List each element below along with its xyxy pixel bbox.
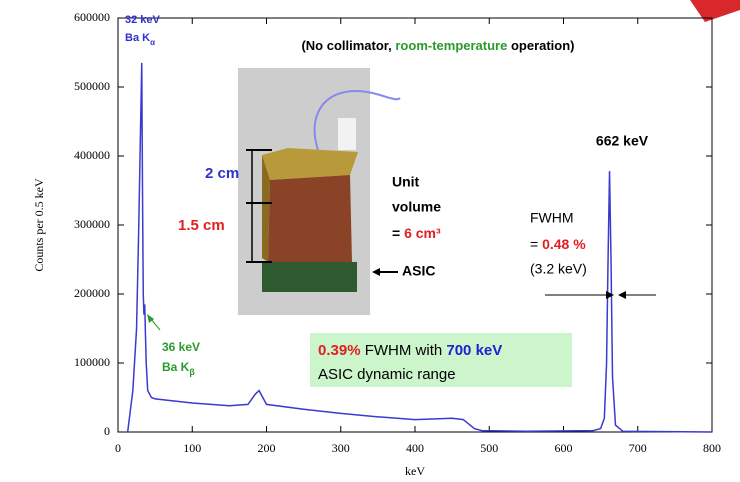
annotation-part: 700 keV xyxy=(446,342,502,359)
annotation-part: α xyxy=(150,38,155,47)
annotation-part: (No collimator, xyxy=(301,38,395,53)
y-tick-label: 500000 xyxy=(74,79,110,93)
annotation: 0.39% FWHM with 700 keV xyxy=(318,342,502,359)
x-tick-label: 400 xyxy=(406,441,424,455)
annotation: Ba Kβ xyxy=(162,360,195,377)
x-tick-label: 800 xyxy=(703,441,721,455)
annotation-part: room-temperature xyxy=(395,38,507,53)
y-tick-label: 0 xyxy=(104,424,110,438)
annotation: 2 cm xyxy=(205,165,239,182)
annotation: 1.5 cm xyxy=(178,217,225,234)
y-axis-label: Counts per 0.5 keV xyxy=(32,178,46,272)
annotation: Unit xyxy=(392,174,420,190)
annotation: FWHM xyxy=(530,210,574,226)
x-tick-label: 200 xyxy=(258,441,276,455)
annotation-part: Ba K xyxy=(125,32,150,44)
note-box xyxy=(310,333,572,387)
annotation: 662 keV xyxy=(596,133,649,149)
annotation: ASIC dynamic range xyxy=(318,366,456,383)
annotation: 32 keV xyxy=(125,14,161,26)
annotation-part: FWHM with xyxy=(361,342,447,359)
fwhm-arrows xyxy=(147,291,656,331)
y-tick-label: 100000 xyxy=(74,355,110,369)
y-tick-label: 400000 xyxy=(74,148,110,162)
annotation: = 0.48 % xyxy=(530,236,586,252)
y-tick-label: 600000 xyxy=(74,10,110,24)
x-tick-label: 500 xyxy=(480,441,498,455)
annotation: (3.2 keV) xyxy=(530,261,587,277)
annotation-title: (No collimator, room-temperature operati… xyxy=(301,38,574,53)
annotation-part: 6 cm³ xyxy=(404,225,441,241)
annotation: volume xyxy=(392,199,441,215)
annotation-part: Ba K xyxy=(162,360,190,374)
annotation: 36 keV xyxy=(162,340,200,354)
x-axis-label: keV xyxy=(405,464,425,478)
photo xyxy=(238,68,401,315)
annotation-part: = xyxy=(530,236,542,252)
x-tick-label: 700 xyxy=(629,441,647,455)
logo-arrow xyxy=(690,0,740,22)
annotation-part: 0.48 % xyxy=(542,236,586,252)
annotation: = 6 cm³ xyxy=(392,225,441,241)
axes: 0 100000 200000 300000 400000 500000 600000 0 10… xyxy=(74,10,721,455)
annotation-part: 0.39% xyxy=(318,342,361,359)
annotation-part: operation) xyxy=(507,38,574,53)
annotation-part: = xyxy=(392,225,404,241)
y-tick-label: 300000 xyxy=(74,217,110,231)
annotation: ASIC xyxy=(402,263,435,279)
plot xyxy=(126,62,713,433)
x-tick-label: 0 xyxy=(115,441,121,455)
spectrum-line xyxy=(126,62,713,433)
annotation-part: β xyxy=(189,367,195,377)
x-tick-label: 600 xyxy=(555,441,573,455)
annotation: Ba Kα xyxy=(125,32,155,47)
x-tick-label: 300 xyxy=(332,441,350,455)
x-tick-label: 100 xyxy=(183,441,201,455)
y-tick-label: 200000 xyxy=(74,286,110,300)
